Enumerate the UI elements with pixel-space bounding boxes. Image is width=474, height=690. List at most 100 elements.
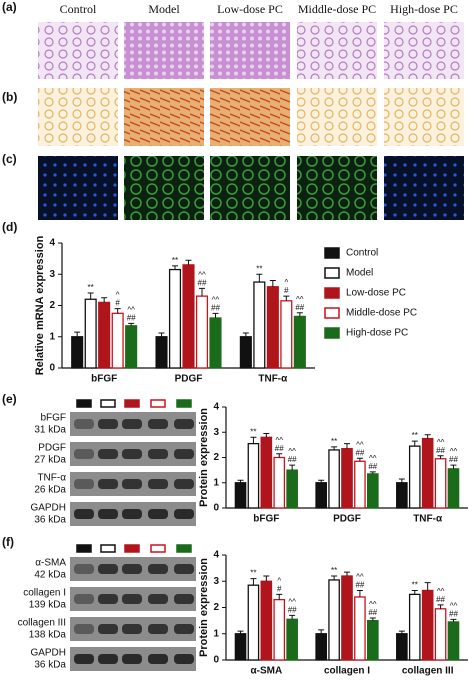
lane-swatch — [100, 399, 116, 408]
blot-band — [98, 624, 118, 634]
error-bar — [198, 287, 205, 297]
error-bar — [437, 604, 444, 609]
blot-band — [174, 449, 194, 459]
bar — [234, 482, 247, 509]
micrograph — [124, 88, 204, 146]
blot-size: 36 kDa — [34, 515, 66, 526]
blot-band — [148, 624, 168, 634]
significance-mark: ^^ — [296, 295, 304, 304]
legend-label: Low-dose PC — [346, 288, 406, 299]
bar — [260, 580, 273, 661]
blot-size: 138 kDa — [29, 630, 67, 641]
blot-name: collagen I — [23, 588, 66, 599]
y-tick-label: 2 — [213, 602, 219, 613]
bar — [168, 268, 182, 369]
lane-swatch — [100, 544, 116, 553]
significance-mark: ## — [368, 462, 377, 471]
significance-mark: ** — [331, 437, 337, 446]
blot-band — [74, 509, 94, 519]
y-tick-label: 3 — [213, 576, 219, 587]
blot-band — [148, 654, 168, 664]
significance-mark: ## — [355, 448, 364, 457]
blot-band — [122, 654, 142, 664]
bar — [286, 618, 298, 661]
blot-band — [74, 594, 94, 604]
blot-band — [98, 419, 118, 429]
bar — [247, 584, 260, 661]
bar — [396, 633, 408, 661]
micrograph — [38, 156, 118, 220]
y-axis-label: Protein expression — [198, 558, 210, 657]
legend-swatch — [324, 247, 340, 259]
micrograph — [297, 22, 377, 79]
bar — [341, 448, 353, 509]
bar — [280, 300, 293, 369]
blot-band — [122, 449, 142, 459]
significance-mark: ## — [368, 608, 377, 617]
blot-band — [74, 564, 94, 574]
error-bar — [250, 436, 257, 444]
bar — [273, 456, 286, 509]
lane-swatch — [76, 399, 92, 408]
error-bar — [344, 571, 350, 576]
bar — [354, 596, 366, 661]
error-bar — [128, 322, 135, 326]
significance-mark: ** — [88, 283, 94, 292]
error-bar — [369, 471, 376, 474]
bar — [434, 458, 447, 509]
column-header: Control — [60, 2, 97, 16]
significance-mark: ## — [211, 303, 220, 312]
significance-mark: ## — [436, 595, 445, 604]
blot-name: PDGF — [38, 443, 66, 454]
error-bar — [344, 443, 350, 449]
blot-name: TNF-α — [37, 473, 66, 484]
bar — [286, 469, 298, 509]
significance-mark: ^^ — [356, 440, 364, 449]
y-tick-label: 4 — [49, 238, 55, 249]
blot-band — [174, 564, 194, 574]
error-bar — [263, 575, 270, 582]
legend-swatch — [324, 327, 340, 339]
y-tick-label: 2 — [213, 452, 219, 463]
micrograph — [38, 22, 118, 79]
significance-mark: ** — [256, 264, 262, 273]
x-tick-label: TNF-α — [413, 514, 443, 525]
panel-label: (c) — [2, 152, 17, 166]
error-bar — [158, 332, 165, 337]
bar — [98, 301, 111, 369]
bar — [447, 468, 460, 509]
error-bar — [450, 464, 457, 469]
bar — [367, 619, 379, 661]
x-tick-label: collagen III — [402, 666, 454, 677]
error-bar — [172, 265, 179, 270]
error-bar — [276, 593, 283, 600]
error-bar — [283, 295, 290, 301]
significance-mark: ^^ — [437, 438, 445, 447]
x-tick-label: PDGF — [175, 374, 203, 385]
y-tick-label: 0 — [213, 503, 219, 514]
bar — [315, 633, 327, 661]
panel-label: (a) — [2, 0, 17, 14]
error-bar — [263, 433, 270, 438]
significance-mark: ## — [288, 455, 297, 464]
significance-mark: ^ — [284, 278, 288, 287]
legend-swatch — [324, 307, 340, 319]
blot-band — [98, 479, 118, 489]
lane-swatch — [150, 544, 166, 553]
blot-band — [174, 419, 194, 429]
bar — [84, 298, 97, 369]
error-bar — [331, 575, 338, 580]
blot-band — [174, 479, 194, 489]
error-bar — [318, 479, 325, 483]
bar — [273, 598, 286, 661]
error-bar — [276, 453, 283, 458]
bar — [182, 264, 195, 369]
significance-mark: ** — [172, 256, 178, 265]
panel-label: (f) — [2, 535, 14, 549]
significance-mark: ## — [355, 581, 364, 590]
blot-name: bFGF — [40, 413, 66, 424]
bar — [260, 436, 273, 509]
panel-label: (e) — [2, 392, 17, 406]
bar — [354, 460, 366, 509]
legend-label: Control — [346, 248, 378, 259]
